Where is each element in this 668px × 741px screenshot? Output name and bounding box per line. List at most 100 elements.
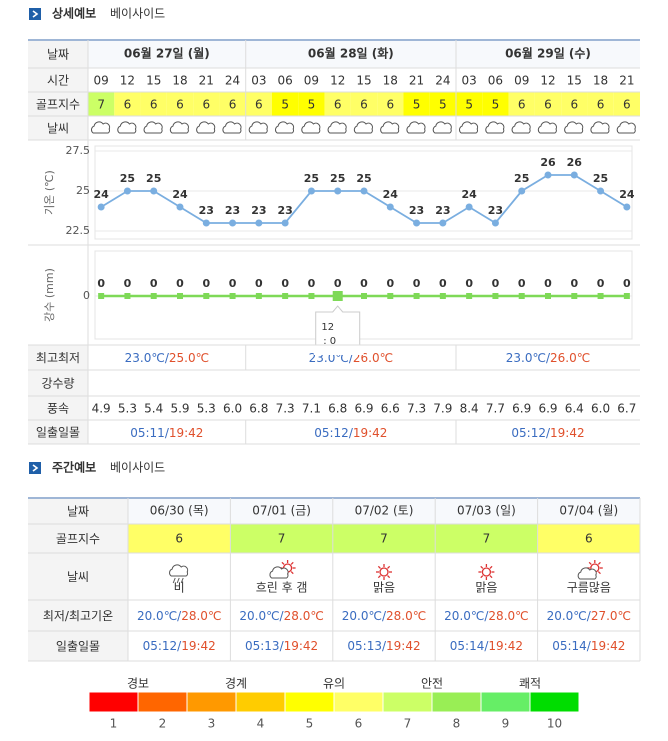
sunrise-sunset: 05:13/19:42 [245,639,318,653]
min-max: 23.0℃/26.0℃ [506,351,590,365]
golf-cell [403,92,430,116]
data-label: 24 [172,188,188,201]
legend-swatch [333,691,384,713]
min-temp: 23.0℃/ [506,351,551,365]
sunset: 19:42 [591,639,626,653]
sunrise-sunset: 05:14/19:42 [552,639,625,653]
golf-cell [350,92,378,116]
data-point [177,293,183,299]
data-point [387,293,394,299]
min-temp: 20.0℃/ [342,609,387,623]
max-temp: 28.0℃ [386,609,426,623]
data-point [282,293,289,299]
row-label-bg [28,631,128,661]
weather-icon [275,121,295,134]
data-label: 25 [593,172,608,185]
max-temp: 28.0℃ [284,609,324,623]
data-label: 23 [251,204,266,217]
legend-level: 2 [159,717,167,731]
data-label: 0 [255,277,263,290]
golf-index: 7 [380,532,388,546]
data-point [492,293,499,299]
legend-swatch [284,691,335,713]
weather-icon [377,575,381,579]
data-point [123,187,131,195]
golf-index: 5 [492,98,500,112]
plot-frame [94,145,633,240]
weather-icon [511,121,531,134]
weather-icon [91,121,111,134]
weather-text: 구름많음 [567,581,611,595]
data-label: 0 [413,277,421,290]
wind-speed: 8.4 [460,402,479,416]
sunrise: 05:13/ [245,639,285,653]
row-label: 최저/최고기온 [43,609,113,623]
weather-icon [290,561,294,565]
weather-icon [489,565,493,569]
row-label: 강수량 [41,377,74,391]
golf-cell [128,524,231,553]
weather-icon [281,561,285,565]
weather-icon [222,121,242,134]
golf-index: 6 [585,532,593,546]
time: 21 [619,74,634,88]
sunrise: 05:11/ [130,426,170,440]
data-point [518,187,526,195]
golf-index: 6 [386,98,394,112]
weather-text: 맑음 [373,581,395,595]
day-date: 06월 28일 (화) [308,46,394,61]
golf-index: 6 [570,98,578,112]
time: 03 [251,74,266,88]
legend-group: 안전 [421,677,443,691]
time: 18 [593,74,608,88]
weather-icon [377,565,381,569]
data-label: 0 [97,277,105,290]
sunrise-sunset: 05:11/19:42 [130,426,203,440]
time: 06 [278,74,293,88]
row-label: 풍속 [47,402,69,416]
golf-index: 5 [465,98,473,112]
row-label-bg [28,68,88,92]
data-point [413,293,420,299]
weather-icon [327,121,347,134]
data-point [203,293,210,299]
data-label: 0 [570,277,578,290]
data-label: 23 [409,204,424,217]
data-point [332,291,343,301]
section-icon [29,8,41,20]
data-label: 0 [386,277,394,290]
legend-level: 5 [306,717,314,731]
legend-level: 3 [208,717,216,731]
time: 21 [199,74,214,88]
time: 15 [356,74,371,88]
golf-index: 5 [439,98,447,112]
weather-icon [489,575,493,579]
wind-speed: 5.3 [197,402,216,416]
golf-cell [508,92,535,116]
data-label: 23 [488,204,503,217]
data-label: 0 [623,277,631,290]
data-label: 25 [120,172,135,185]
sunset: 19:42 [550,426,585,440]
section-title: 주간예보 [52,460,96,475]
golf-index: 7 [278,532,286,546]
data-point [281,219,289,227]
data-label: 23 [199,204,214,217]
week-date: 07/04 (월) [559,504,618,518]
time: 18 [172,74,187,88]
data-point [544,171,552,179]
weather-icon [485,121,505,134]
data-point [334,187,342,195]
legend-group: 경보 [127,677,149,691]
time: 12 [540,74,555,88]
golf-cell [456,92,483,116]
data-label: 0 [544,277,552,290]
data-label: 24 [93,188,109,201]
data-point [570,171,578,179]
data-label: 26 [540,156,556,169]
data-label: 25 [514,172,529,185]
weather-icon [169,564,189,577]
sunrise-sunset: 05:13/19:42 [347,639,420,653]
row-label: 일출일몰 [36,426,80,440]
